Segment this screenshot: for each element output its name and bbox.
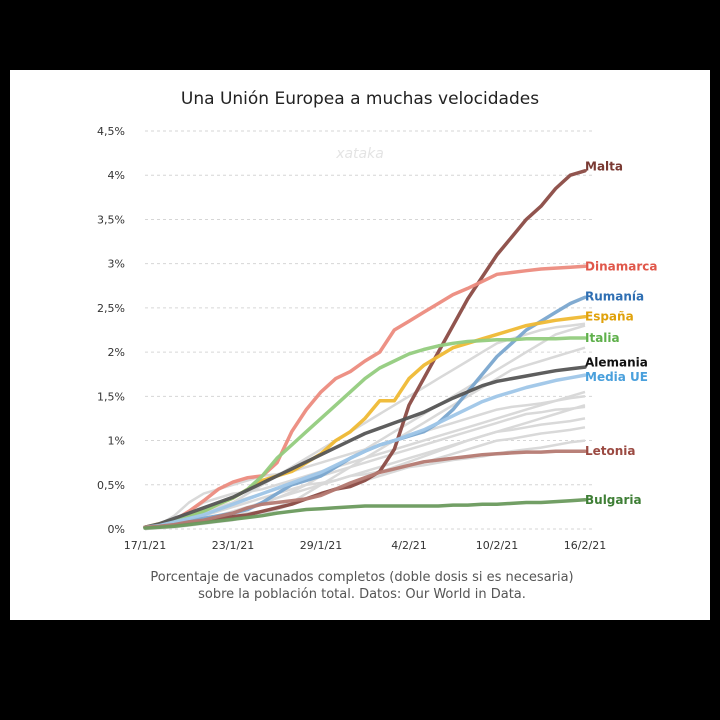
x-tick-label: 29/1/21 [300, 539, 342, 552]
series-label: Letonia [585, 444, 636, 458]
y-tick-label: 4,5% [97, 125, 125, 138]
series-line-6 [143, 373, 587, 529]
chart-card: Una Unión Europea a muchas velocidades x… [10, 70, 710, 620]
series-line-5 [143, 365, 587, 529]
y-tick-label: 4% [108, 169, 125, 182]
x-tick-label: 23/1/21 [212, 539, 254, 552]
x-tick-label: 4/2/21 [391, 539, 426, 552]
background-series [144, 322, 586, 531]
series-label: España [585, 310, 634, 324]
series-label: Italia [585, 331, 620, 345]
watermark-logo: xataka [335, 146, 384, 162]
background-series-line [144, 405, 586, 531]
line-chart: Una Unión Europea a muchas velocidades x… [97, 89, 657, 602]
series-label: Alemania [585, 356, 648, 370]
y-tick-label: 2,5% [97, 302, 125, 315]
x-tick-label: 16/2/21 [564, 539, 606, 552]
highlighted-series [143, 169, 587, 530]
gridlines [145, 130, 595, 530]
x-axis: 17/1/21 23/1/21 29/1/21 4/2/21 10/2/21 16/2/2… [124, 539, 606, 552]
series-label: Media UE [585, 370, 648, 384]
y-tick-label: 3% [108, 258, 125, 271]
series-label: Rumanía [585, 289, 644, 303]
series-label: Bulgaria [585, 493, 642, 507]
series-line-8 [143, 498, 587, 530]
y-tick-label: 1% [108, 435, 125, 448]
x-tick-label: 17/1/21 [124, 539, 166, 552]
chart-title: Una Unión Europea a muchas velocidades [181, 89, 539, 109]
background-series-line [144, 324, 586, 531]
series-line-1 [143, 264, 587, 529]
y-tick-label: 2% [108, 346, 125, 359]
series-label: Dinamarca [585, 259, 657, 273]
y-tick-label: 1,5% [97, 390, 125, 403]
series-labels: Malta Dinamarca Rumanía España Italia Alemani… [585, 159, 657, 506]
x-tick-label: 10/2/21 [476, 539, 518, 552]
y-tick-label: 3,5% [97, 213, 125, 226]
series-label: Malta [585, 159, 623, 173]
y-axis: 0% 0,5% 1% 1,5% 2% 2,5% 3% 3,5% 4% 4,5% [97, 125, 125, 536]
caption-line-2: sobre la población total. Datos: Our Wor… [198, 587, 526, 602]
caption-line-1: Porcentaje de vacunados completos (doble… [150, 570, 573, 585]
series-line-7 [143, 449, 587, 529]
y-tick-label: 0% [108, 523, 125, 536]
y-tick-label: 0,5% [97, 479, 125, 492]
